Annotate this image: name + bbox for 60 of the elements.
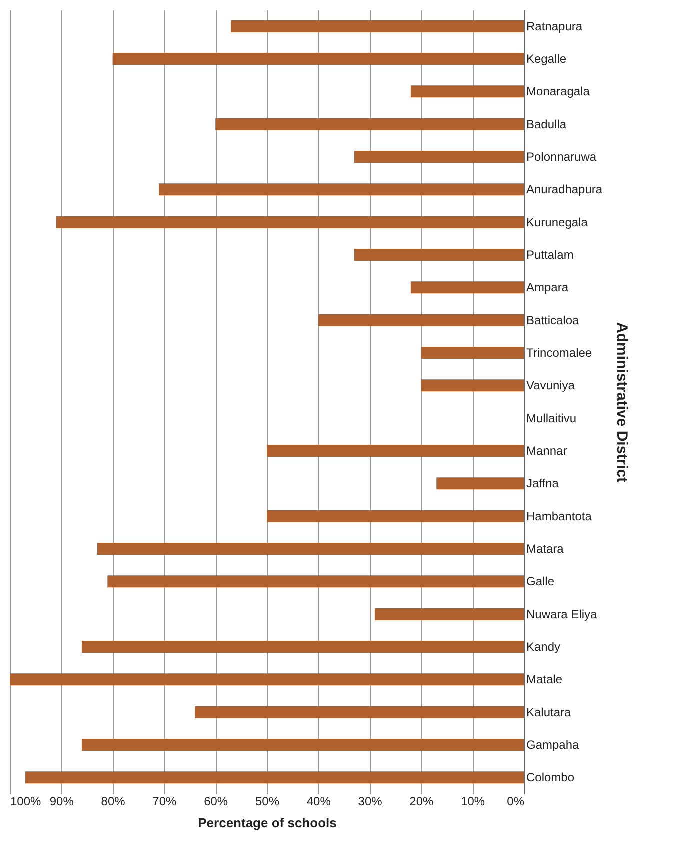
y-tick-label: Badulla — [526, 117, 567, 132]
x-axis-title: Percentage of schools — [198, 816, 337, 830]
bar — [231, 20, 524, 32]
bar — [195, 706, 524, 718]
y-tick-label: Polonnaruwa — [526, 150, 597, 164]
x-tick-label: 40% — [306, 794, 332, 808]
x-tick-label: 10% — [461, 794, 486, 808]
y-tick-label: Vavuniya — [526, 378, 576, 393]
bar — [354, 249, 524, 261]
y-tick-label: Nuwara Eliya — [526, 607, 598, 622]
bar — [267, 510, 524, 522]
y-tick-label: Matale — [526, 672, 563, 687]
y-tick-label: Kegalle — [526, 52, 567, 66]
bar — [25, 772, 524, 784]
y-tick-label: Batticaloa — [526, 313, 580, 328]
y-tick-label: Ampara — [526, 280, 569, 295]
y-tick-label: Colombo — [526, 770, 575, 785]
bar — [318, 314, 524, 326]
y-axis-title: Administrative District — [614, 322, 631, 483]
bar — [410, 86, 524, 98]
y-tick-label: Matara — [526, 542, 564, 556]
bar — [97, 543, 524, 555]
y-tick-label: Mullaitivu — [526, 411, 577, 426]
x-tick-label: 70% — [152, 794, 178, 808]
bar — [108, 576, 524, 588]
y-tick-label: Jaffna — [526, 476, 560, 491]
y-tick-label: Puttalam — [526, 248, 574, 262]
x-tick-label: 100% — [10, 794, 42, 808]
y-tick-label: Kandy — [526, 640, 561, 654]
y-tick-label: Hambantota — [526, 509, 592, 524]
y-tick-label: Gampaha — [526, 738, 580, 752]
x-tick-label: 90% — [50, 794, 74, 808]
bar — [10, 674, 524, 686]
x-tick-label: 50% — [255, 794, 280, 808]
bar — [354, 151, 524, 163]
y-tick-label: Mannar — [526, 444, 568, 458]
y-tick-label: Galle — [526, 574, 555, 589]
x-tick-label: 0% — [507, 794, 525, 808]
x-tick-label: 80% — [101, 794, 126, 808]
bar — [421, 380, 524, 392]
y-tick-label: Anuradhapura — [526, 182, 603, 197]
x-tick-label: 60% — [204, 794, 228, 808]
bar — [267, 445, 524, 457]
bar — [421, 347, 524, 359]
bar — [374, 608, 524, 620]
x-tick-label: 20% — [410, 794, 434, 808]
y-tick-label: Trincomalee — [526, 346, 592, 360]
bar — [82, 739, 524, 751]
y-tick-label: Ratnapura — [526, 19, 583, 34]
bar — [56, 216, 524, 228]
x-tick-label: 30% — [358, 794, 383, 808]
bar — [436, 478, 524, 490]
y-tick-label: Kalutara — [526, 705, 572, 720]
y-tick-label: Kurunegala — [526, 215, 588, 230]
y-tick-label: Monaragala — [526, 84, 590, 99]
bar — [410, 282, 524, 294]
bar — [159, 184, 524, 196]
bar — [82, 641, 524, 653]
bar — [216, 118, 524, 130]
bar — [112, 53, 524, 65]
